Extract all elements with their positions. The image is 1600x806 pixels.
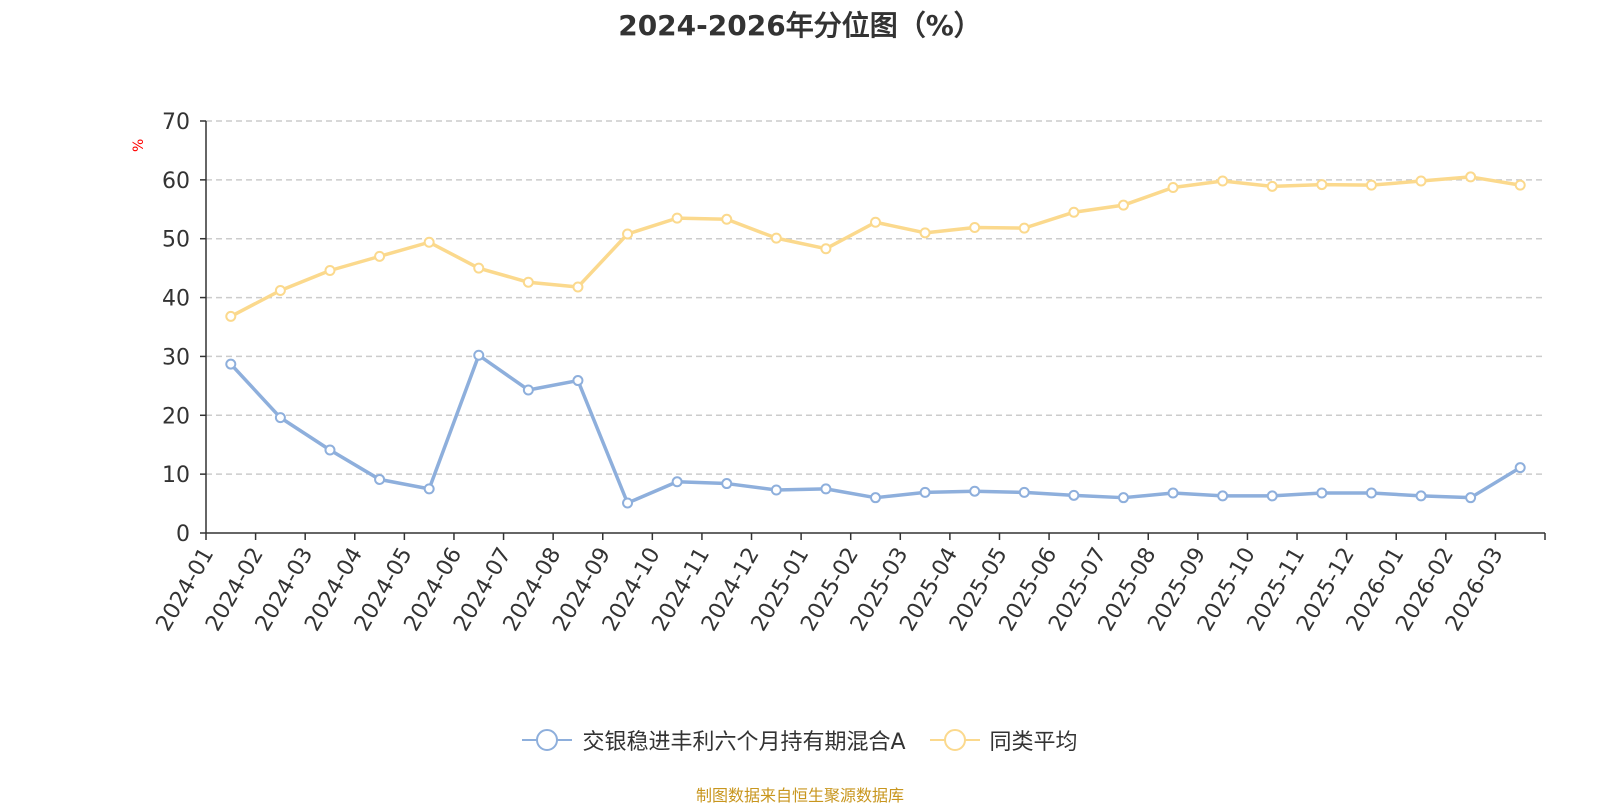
line-chart: 0102030405060702024-012024-022024-032024… — [152, 110, 1546, 636]
series-point-1 — [324, 264, 336, 276]
series-point-1 — [1365, 179, 1377, 191]
series-point-1 — [1514, 179, 1526, 191]
series-point-0 — [969, 485, 981, 497]
series-point-0 — [374, 473, 386, 485]
series-point-1 — [1266, 180, 1278, 192]
series-point-1 — [1167, 182, 1179, 194]
legend: 交银稳进丰利六个月持有期混合A 同类平均 — [0, 724, 1600, 756]
series-point-1 — [1068, 206, 1080, 218]
series-point-0 — [1514, 462, 1526, 474]
series-point-0 — [1068, 489, 1080, 501]
y-tick-label: 60 — [162, 169, 190, 194]
y-tick-label: 20 — [162, 404, 190, 429]
series-point-0 — [1316, 487, 1328, 499]
series-point-1 — [225, 310, 237, 322]
series-point-1 — [473, 262, 485, 274]
series-point-1 — [870, 216, 881, 228]
legend-swatch-peer-average — [929, 729, 980, 751]
series-point-0 — [820, 483, 832, 495]
series-point-0 — [870, 492, 881, 504]
series-point-1 — [374, 250, 386, 262]
series-point-0 — [274, 412, 286, 424]
legend-label-peer-average: 同类平均 — [989, 730, 1078, 755]
series-point-0 — [522, 384, 534, 396]
series-point-0 — [324, 444, 336, 456]
series-point-0 — [1465, 492, 1477, 504]
y-tick-label: 40 — [162, 287, 190, 312]
series-point-0 — [1167, 487, 1179, 499]
y-tick-label: 0 — [176, 522, 190, 547]
series-point-1 — [622, 228, 634, 240]
series-point-0 — [225, 358, 237, 370]
series-point-0 — [622, 497, 634, 509]
series-point-1 — [671, 212, 683, 224]
chart-title: 2024-2026年分位图（%） — [618, 9, 982, 42]
series-point-1 — [1316, 179, 1328, 191]
y-tick-label: 30 — [162, 345, 190, 370]
legend-label-fund: 交银稳进丰利六个月持有期混合A — [582, 730, 906, 755]
series-point-0 — [1266, 490, 1278, 502]
series-point-0 — [721, 478, 733, 490]
series-point-0 — [423, 483, 435, 495]
legend-item-peer-average[interactable]: 同类平均 — [929, 724, 1078, 756]
series-point-1 — [423, 236, 435, 248]
series-point-0 — [671, 476, 683, 488]
series-point-1 — [1465, 171, 1477, 183]
series-point-1 — [522, 276, 534, 288]
series-point-1 — [919, 227, 931, 239]
series-point-1 — [721, 213, 733, 225]
series-point-1 — [1117, 199, 1129, 211]
series-point-0 — [572, 375, 584, 387]
series-point-1 — [1415, 175, 1427, 187]
series-point-1 — [820, 243, 832, 255]
y-tick-label: 10 — [162, 463, 190, 488]
series-point-1 — [1018, 222, 1030, 234]
series-point-0 — [1117, 492, 1129, 504]
series-point-1 — [969, 222, 981, 234]
series-line-0 — [229, 353, 1522, 505]
legend-item-fund[interactable]: 交银稳进丰利六个月持有期混合A — [522, 724, 906, 756]
series-point-0 — [473, 349, 485, 361]
series-point-0 — [1018, 486, 1030, 498]
series-point-1 — [770, 232, 782, 244]
series-point-0 — [770, 484, 782, 496]
y-tick-label: 50 — [162, 228, 190, 253]
series-point-1 — [572, 281, 584, 293]
series-point-0 — [1365, 487, 1377, 499]
series-point-1 — [274, 285, 286, 297]
series-point-0 — [919, 486, 931, 498]
series-point-0 — [1415, 490, 1427, 502]
legend-swatch-fund — [522, 729, 573, 751]
series-point-0 — [1217, 490, 1229, 502]
data-source-note: 制图数据来自恒生聚源数据库 — [695, 786, 904, 805]
series-line-1 — [229, 175, 1521, 318]
series-point-1 — [1217, 175, 1229, 187]
y-tick-label: 70 — [162, 110, 190, 135]
